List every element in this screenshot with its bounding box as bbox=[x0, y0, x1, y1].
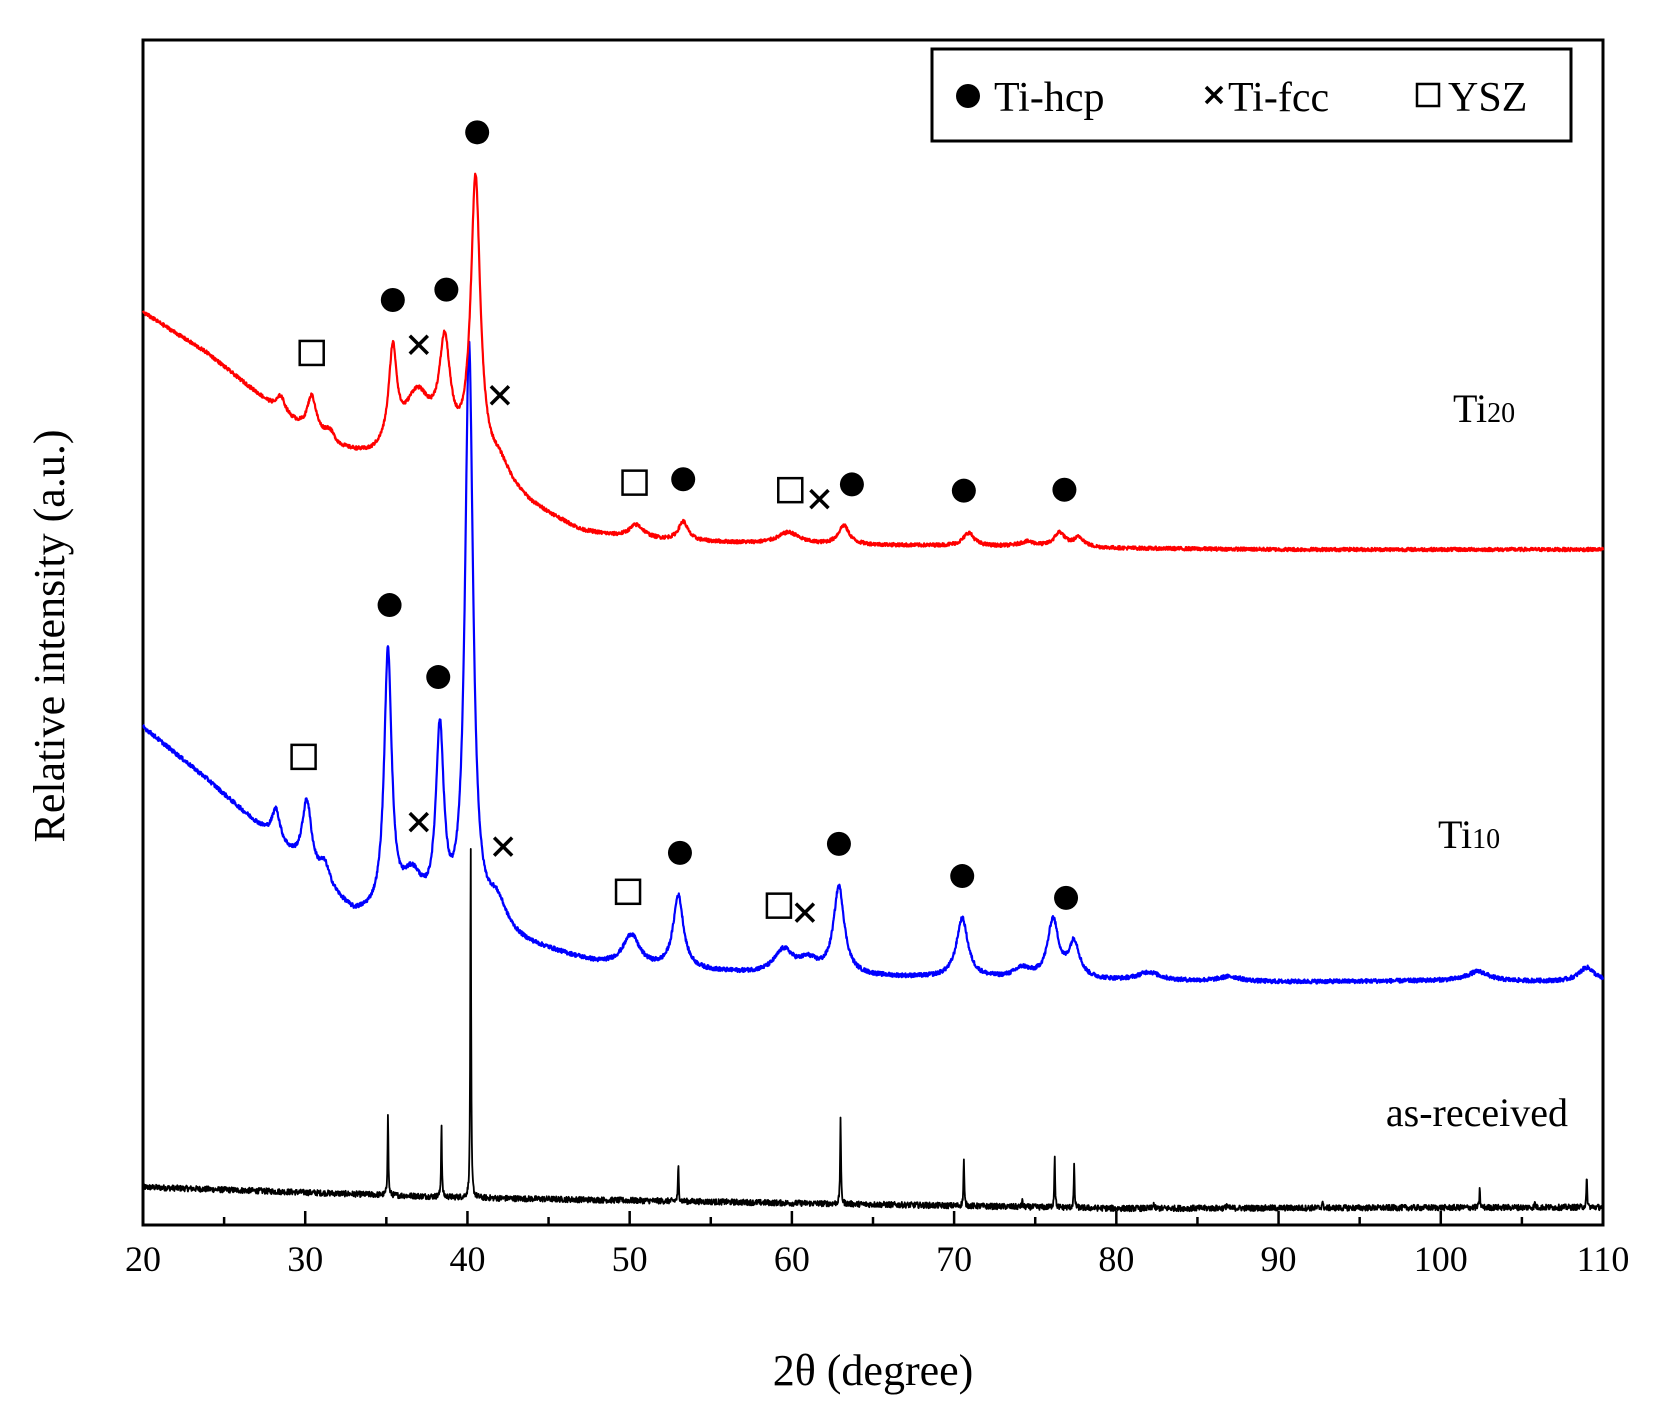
peak-annotations bbox=[290, 120, 1079, 923]
x-tick-label: 50 bbox=[612, 1239, 648, 1279]
x-tick-label: 60 bbox=[774, 1239, 810, 1279]
annotation-filled-circle-ti20 bbox=[839, 472, 864, 497]
annotation-open-square-ti20 bbox=[298, 339, 325, 367]
annotation-open-square-ti20 bbox=[621, 469, 648, 496]
annotation-cross-ti10 bbox=[408, 811, 430, 833]
x-tick-label: 110 bbox=[1577, 1239, 1630, 1279]
annotation-cross-ti10 bbox=[492, 836, 514, 857]
series-label-as-received: as-received bbox=[1386, 1090, 1568, 1135]
legend-marker-ti-fcc bbox=[1204, 85, 1224, 105]
annotation-filled-circle-ti20 bbox=[671, 467, 696, 492]
annotation-filled-circle-ti20 bbox=[434, 277, 459, 302]
annotation-open-square-ti20 bbox=[777, 476, 804, 504]
series-line-as-received bbox=[142, 848, 1604, 1213]
annotation-filled-circle-ti10 bbox=[1054, 885, 1079, 910]
legend-marker-ti-hcp bbox=[956, 84, 980, 108]
series-label-ti10-sub: 10 bbox=[1472, 824, 1500, 855]
x-tick-label: 80 bbox=[1098, 1239, 1134, 1279]
x-axis-ticks: 20 30 40 50 60 70 80 90 100 110 bbox=[125, 1211, 1629, 1279]
x-tick-label: 40 bbox=[449, 1239, 485, 1279]
legend: Ti-hcp Ti-fcc YSZ bbox=[930, 47, 1573, 143]
legend-label-ti-fcc: Ti-fcc bbox=[1228, 75, 1329, 121]
annotation-filled-circle-ti10 bbox=[950, 864, 975, 889]
annotation-filled-circle-ti20 bbox=[380, 287, 405, 312]
annotation-cross-ti10 bbox=[794, 902, 816, 923]
annotation-filled-circle-ti20 bbox=[1052, 477, 1077, 502]
x-tick-label: 20 bbox=[125, 1239, 161, 1279]
plot-frame bbox=[141, 38, 1605, 1227]
series-line-ti20 bbox=[141, 172, 1605, 553]
legend-box bbox=[930, 47, 1573, 143]
annotation-open-square-ti10 bbox=[765, 892, 793, 919]
series-label-ti20: Ti20 bbox=[1453, 386, 1515, 431]
x-tick-label: 30 bbox=[287, 1239, 323, 1279]
legend-label-ti-hcp: Ti-hcp bbox=[994, 75, 1104, 121]
series-label-ti20-main: Ti bbox=[1453, 386, 1487, 431]
annotation-filled-circle-ti10 bbox=[826, 831, 851, 856]
x-axis-title: 2θ (degree) bbox=[773, 1346, 974, 1395]
legend-label-ysz: YSZ bbox=[1448, 75, 1527, 121]
annotation-filled-circle-ti10 bbox=[377, 593, 402, 618]
annotation-filled-circle-ti10 bbox=[426, 665, 451, 690]
annotation-filled-circle-ti20 bbox=[951, 478, 976, 503]
x-tick-label: 100 bbox=[1414, 1239, 1468, 1279]
x-tick-label: 90 bbox=[1261, 1239, 1297, 1279]
series-label-ti10: Ti10 bbox=[1438, 812, 1500, 857]
legend-marker-ysz bbox=[1415, 82, 1441, 108]
annotation-cross-ti20 bbox=[489, 385, 511, 406]
annotation-filled-circle-ti10 bbox=[667, 840, 692, 865]
series-label-ti20-sub: 20 bbox=[1487, 398, 1515, 429]
series-layer bbox=[141, 172, 1605, 1213]
y-axis-title: Relative intensity (a.u.) bbox=[25, 430, 74, 843]
series-label-ti10-main: Ti bbox=[1438, 812, 1472, 857]
annotation-cross-ti20 bbox=[809, 488, 830, 510]
x-tick-label: 70 bbox=[936, 1239, 972, 1279]
annotation-cross-ti20 bbox=[408, 334, 430, 356]
annotation-open-square-ti10 bbox=[290, 743, 317, 771]
series-line-ti10 bbox=[142, 340, 1605, 985]
annotation-filled-circle-ti20 bbox=[465, 120, 490, 145]
annotation-open-square-ti10 bbox=[614, 878, 642, 906]
